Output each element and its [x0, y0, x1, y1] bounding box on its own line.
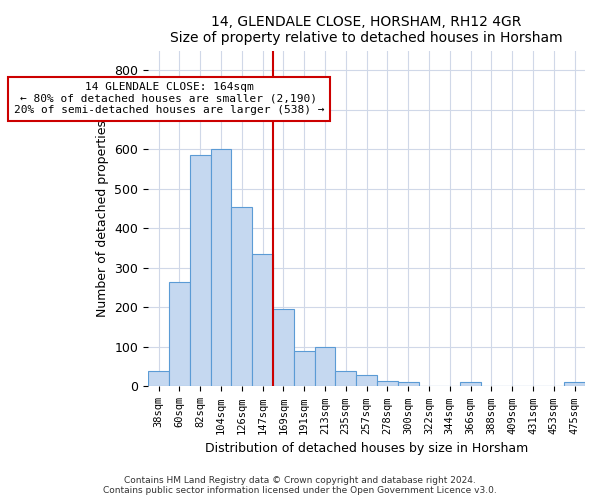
Bar	[398, 382, 419, 386]
Text: Contains HM Land Registry data © Crown copyright and database right 2024.
Contai: Contains HM Land Registry data © Crown c…	[103, 476, 497, 495]
Bar	[460, 382, 481, 386]
Bar	[273, 310, 294, 386]
Text: 14 GLENDALE CLOSE: 164sqm
← 80% of detached houses are smaller (2,190)
20% of se: 14 GLENDALE CLOSE: 164sqm ← 80% of detac…	[14, 82, 324, 116]
Bar	[148, 372, 169, 386]
Y-axis label: Number of detached properties: Number of detached properties	[96, 120, 109, 317]
Title: 14, GLENDALE CLOSE, HORSHAM, RH12 4GR
Size of property relative to detached hous: 14, GLENDALE CLOSE, HORSHAM, RH12 4GR Si…	[170, 15, 563, 45]
Bar	[377, 380, 398, 386]
Bar	[252, 254, 273, 386]
Bar	[564, 382, 585, 386]
Bar	[190, 156, 211, 386]
Bar	[232, 206, 252, 386]
Bar	[211, 150, 232, 386]
Bar	[314, 347, 335, 387]
Bar	[294, 351, 314, 386]
Bar	[169, 282, 190, 387]
Bar	[356, 374, 377, 386]
Bar	[335, 372, 356, 386]
X-axis label: Distribution of detached houses by size in Horsham: Distribution of detached houses by size …	[205, 442, 528, 455]
